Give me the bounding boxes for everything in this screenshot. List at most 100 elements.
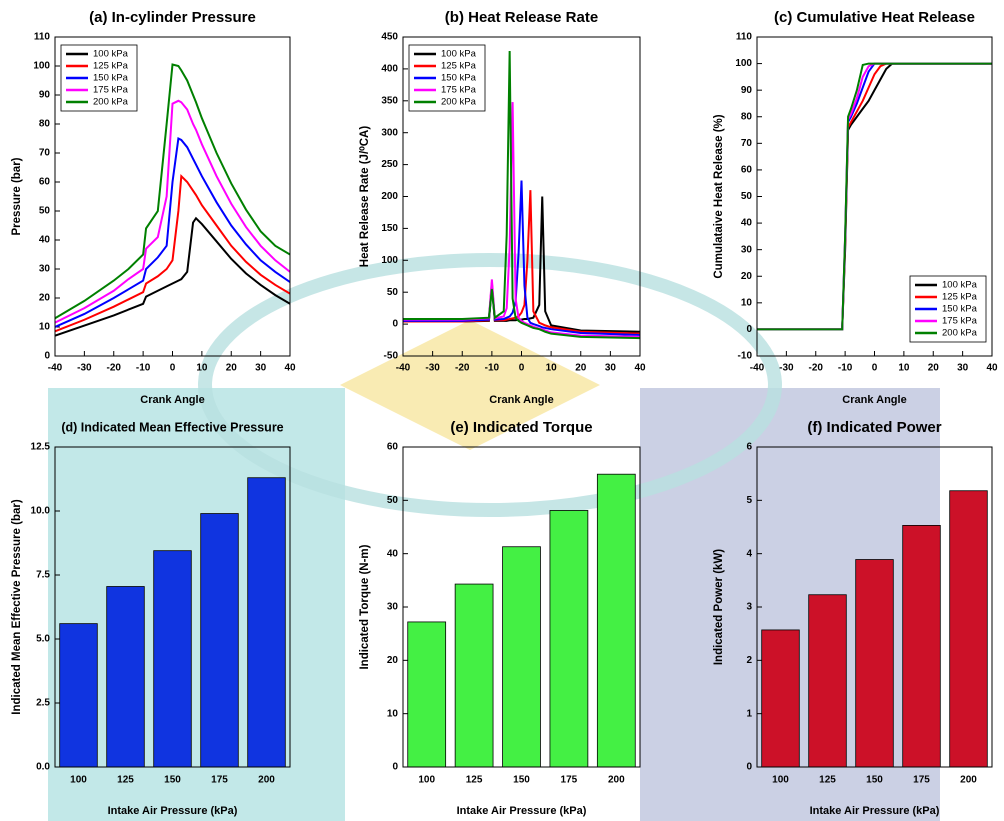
x-tick-label: 125 [117, 775, 134, 786]
legend-label: 150 kPa [93, 73, 129, 84]
x-tick-label: -20 [455, 363, 470, 374]
y-tick-label: 60 [741, 165, 753, 176]
y-tick-label: 10 [387, 708, 399, 719]
y-tick-label: 0 [392, 762, 398, 773]
y-tick-label: 10 [741, 297, 753, 308]
x-tick-label: 40 [284, 363, 296, 374]
legend-label: 175 kPa [441, 85, 477, 96]
chart-title: (c) Cumulative Heat Release [774, 9, 975, 26]
chart-title: (b) Heat Release Rate [445, 9, 598, 26]
x-tick-label: 30 [605, 363, 617, 374]
x-tick-label: 10 [196, 363, 208, 374]
y-axis-label: Indicated Torque (N-m) [359, 544, 371, 669]
y-tick-label: 250 [381, 159, 398, 170]
x-axis-label: Intake Air Pressure (kPa) [810, 805, 940, 817]
y-tick-label: 10.0 [31, 506, 51, 517]
x-axis-label: Intake Air Pressure (kPa) [457, 805, 587, 817]
x-tick-label: 40 [986, 363, 998, 374]
legend-label: 150 kPa [942, 304, 978, 315]
bar [950, 491, 988, 767]
line-series [55, 101, 290, 323]
y-tick-label: 200 [381, 191, 398, 202]
chart-title: (f) Indicated Power [807, 419, 941, 436]
y-tick-label: 10 [39, 322, 51, 333]
x-tick-label: 20 [575, 363, 587, 374]
x-tick-label: -10 [136, 363, 151, 374]
y-axis-label: Heat Release Rate (J/⁰CA) [358, 126, 371, 268]
y-tick-label: 3 [746, 602, 752, 613]
x-tick-label: -20 [107, 363, 122, 374]
line-series [55, 139, 290, 328]
legend-label: 125 kPa [93, 61, 129, 72]
bar [60, 624, 98, 767]
y-tick-label: 40 [39, 235, 51, 246]
bar [455, 584, 493, 767]
y-tick-label: 12.5 [31, 442, 51, 453]
y-tick-label: 70 [39, 148, 51, 159]
x-axis-label: Intake Air Pressure (kPa) [108, 805, 238, 817]
y-tick-label: 90 [741, 85, 753, 96]
x-tick-label: 100 [772, 775, 789, 786]
y-tick-label: 350 [381, 95, 398, 106]
y-tick-label: 80 [741, 111, 753, 122]
y-tick-label: -10 [738, 351, 753, 362]
x-tick-label: 100 [70, 775, 87, 786]
x-tick-label: 0 [872, 363, 878, 374]
bar [107, 587, 145, 767]
y-tick-label: 400 [381, 64, 398, 75]
x-tick-label: 10 [898, 363, 910, 374]
chart-title: (d) Indicated Mean Effective Pressure [61, 420, 283, 434]
bar [154, 551, 192, 767]
y-tick-label: 100 [33, 61, 50, 72]
bar [903, 525, 941, 767]
y-tick-label: 6 [746, 442, 752, 453]
y-tick-label: 2 [746, 655, 752, 666]
legend-label: 100 kPa [93, 49, 129, 60]
y-tick-label: 0 [44, 351, 50, 362]
x-axis-label: Crank Angle [842, 394, 906, 406]
y-tick-label: 5 [746, 495, 752, 506]
y-axis-label: Indicated Power (kW) [713, 549, 725, 665]
y-tick-label: 80 [39, 119, 51, 130]
y-tick-label: 5.0 [36, 634, 50, 645]
chart-title: (a) In-cylinder Pressure [89, 9, 256, 26]
legend-label: 200 kPa [942, 328, 978, 339]
y-tick-label: 70 [741, 138, 753, 149]
y-axis-label: Indicated Mean Effective Pressure (bar) [11, 499, 23, 715]
y-tick-label: 7.5 [36, 570, 50, 581]
figure: (a) In-cylinder PressureCrank AnglePress… [0, 0, 1004, 821]
bar [408, 622, 446, 767]
y-tick-label: 150 [381, 223, 398, 234]
y-tick-label: 40 [387, 548, 399, 559]
x-tick-label: 175 [561, 775, 578, 786]
bar [201, 514, 239, 767]
x-tick-label: 10 [546, 363, 558, 374]
y-tick-label: 110 [34, 32, 51, 43]
line-series [403, 102, 640, 337]
bar [856, 560, 894, 767]
legend-label: 200 kPa [93, 97, 129, 108]
y-tick-label: 20 [39, 293, 51, 304]
bar [597, 474, 635, 767]
legend-label: 125 kPa [441, 61, 477, 72]
y-tick-label: 60 [387, 442, 399, 453]
y-tick-label: 0.0 [36, 762, 50, 773]
x-tick-label: 20 [226, 363, 238, 374]
x-tick-label: 0 [519, 363, 525, 374]
x-axis-label: Crank Angle [140, 394, 204, 406]
legend-label: 150 kPa [441, 73, 477, 84]
x-tick-label: -10 [485, 363, 500, 374]
legend-label: 175 kPa [942, 316, 978, 327]
y-tick-label: -50 [384, 351, 399, 362]
x-tick-label: 30 [255, 363, 267, 374]
x-tick-label: -40 [396, 363, 411, 374]
y-tick-label: 0 [746, 762, 752, 773]
bar [809, 595, 847, 767]
x-tick-label: 125 [819, 775, 836, 786]
x-tick-label: 150 [164, 775, 181, 786]
x-tick-label: -40 [750, 363, 765, 374]
legend-label: 125 kPa [942, 292, 978, 303]
x-tick-label: -40 [48, 363, 63, 374]
y-tick-label: 30 [387, 602, 399, 613]
legend-label: 200 kPa [441, 97, 477, 108]
